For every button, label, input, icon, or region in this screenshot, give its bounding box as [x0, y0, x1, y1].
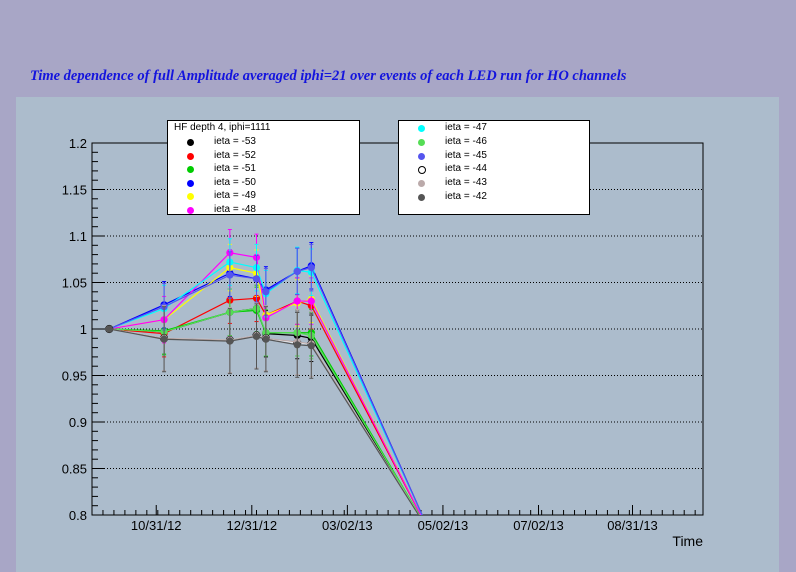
y-tick-label: 1.15 [62, 183, 87, 198]
y-tick-label: 1.2 [69, 136, 87, 151]
legend-label: ieta = -43 [445, 177, 487, 189]
y-tick-label: 0.9 [69, 415, 87, 430]
data-point [293, 267, 301, 275]
legend-entry: ieta = -46 [399, 136, 589, 149]
legend-entry: ieta = -45 [399, 150, 589, 163]
legend-label: ieta = -49 [214, 190, 256, 201]
data-point [293, 297, 301, 305]
legend-entry: ieta = -43 [399, 177, 589, 190]
legend-left: HF depth 4, iphi=1111 ieta = -53 ieta = -… [167, 120, 360, 215]
data-point [252, 275, 261, 283]
x-tick-label: 05/02/13 [418, 518, 469, 533]
legend-entry: ieta = -44 [399, 163, 589, 176]
y-tick-label: 0.8 [69, 508, 87, 523]
legend-label: ieta = -48 [214, 203, 256, 215]
legend-marker [187, 166, 194, 173]
data-point [226, 337, 234, 345]
legend-entry: ieta = -47 [399, 122, 589, 135]
legend-entry: ieta = -50 [168, 177, 359, 190]
legend-label: ieta = -44 [445, 163, 487, 175]
legend-marker [418, 166, 426, 175]
data-point [307, 264, 315, 272]
legend-marker [418, 138, 425, 146]
legend-entry: ieta = -48 [168, 204, 359, 217]
data-point [252, 332, 261, 341]
data-point [307, 297, 315, 305]
legend-entry: ieta = -51 [168, 163, 359, 176]
chart-title: Time dependence of full Amplitude averag… [30, 68, 627, 84]
legend-label: ieta = -42 [445, 191, 487, 202]
legend-label: ieta = -52 [214, 149, 256, 161]
data-point [262, 288, 270, 296]
data-point [307, 342, 315, 350]
x-tick-label: 10/31/12 [131, 518, 182, 533]
y-tick-label: 1 [80, 322, 87, 337]
legend-label: ieta = -47 [445, 122, 487, 133]
x-tick-label: 03/02/13 [322, 518, 373, 533]
legend-entry: ieta = -42 [399, 191, 589, 204]
x-tick-label: 12/31/12 [226, 518, 277, 533]
legend-label: ieta = -51 [214, 163, 256, 174]
legend-right: ieta = -47 ieta = -46 ieta = -45 ieta = -44… [398, 120, 590, 215]
legend-label: ieta = -53 [214, 136, 256, 147]
data-point [293, 341, 301, 349]
legend-entry: ieta = -49 [168, 190, 359, 203]
data-point [262, 335, 270, 343]
y-tick-label: 1.05 [62, 276, 87, 291]
x-tick-label: 08/31/13 [607, 518, 658, 533]
legend-label: ieta = -45 [445, 149, 487, 161]
legend-marker [418, 194, 425, 201]
x-axis-label: Time [672, 533, 703, 549]
series-group [105, 228, 423, 515]
legend-header: HF depth 4, iphi=1111 [174, 122, 271, 133]
x-tick-label: 07/02/13 [513, 518, 564, 533]
legend-label: ieta = -46 [445, 135, 487, 147]
legend-marker [187, 152, 194, 160]
data-point [226, 271, 234, 279]
legend-marker [187, 193, 194, 200]
legend-entry: ieta = -52 [168, 150, 359, 163]
legend-marker [418, 125, 425, 132]
data-point [160, 335, 168, 343]
y-tick-label: 0.85 [62, 462, 87, 477]
legend-label: ieta = -50 [214, 176, 256, 188]
y-tick-label: 1.1 [69, 229, 87, 244]
y-tick-label: 0.95 [62, 369, 87, 384]
legend-marker [418, 180, 425, 188]
data-point [105, 325, 113, 333]
legend-marker [187, 139, 194, 146]
legend-marker [187, 179, 194, 187]
legend-marker [187, 206, 194, 214]
legend-marker [418, 152, 425, 160]
legend-entry: ieta = -53 [168, 136, 359, 149]
